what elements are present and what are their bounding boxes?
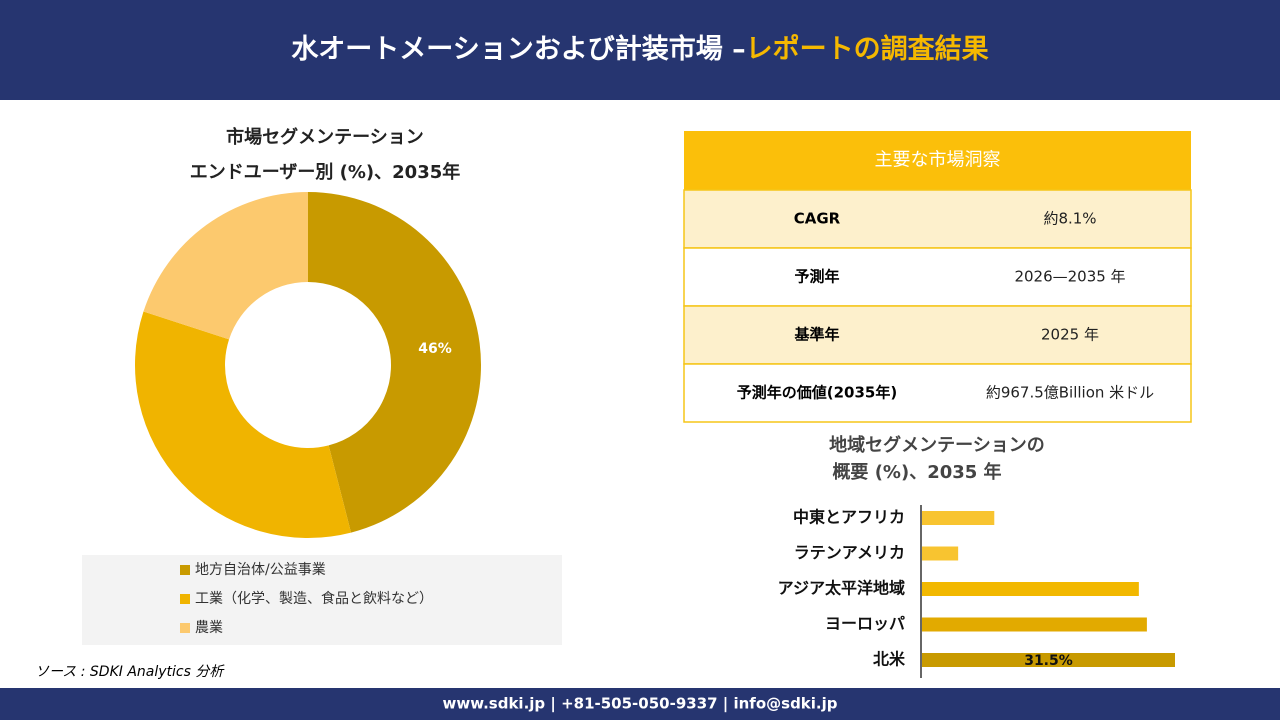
bar [922,617,1147,632]
row-value: 2025 年 [1041,326,1099,344]
footer: www.sdki.jp | +81-505-050-9337 | info@sd… [442,695,837,714]
chart-title: 地域セグメンテーションの [829,434,1045,456]
source: ソース : SDKI Analytics 分析 [35,664,225,680]
header-title: 水オートメーションおよび計装市場 –レポートの調査結果 [291,33,988,65]
chart-subtitle: エンドユーザー別 (%)、2035年 [190,161,461,183]
bar [922,511,995,525]
y-tick-label: 中東とアフリカ [793,508,905,527]
header-bar [0,0,1280,100]
table-header [684,131,1191,190]
legend-swatch [180,565,190,575]
legend-label: 地方自治体/公益事業 [195,562,326,578]
chart-title: 市場セグメンテーション [226,126,424,148]
table-title: 主要な市場洞察 [875,150,1001,171]
table-row [683,363,1192,423]
y-tick-label: ヨーロッパ [825,614,905,633]
row-label: 予測年 [794,268,839,286]
bar [922,653,1175,667]
data-label: 31.5% [1024,653,1073,669]
table-row [683,247,1192,307]
row-label: 基準年 [793,326,839,344]
title-highlight: レポートの調査結果 [746,33,989,65]
bar [922,546,959,561]
y-tick-label: アジア太平洋地域 [778,579,905,598]
chart-subtitle: 概要 (%)、2035 年 [832,461,1001,483]
donut-slice [308,192,481,533]
y-tick-label: ラテンアメリカ [794,543,905,562]
table-row [683,305,1192,365]
footer-bar [0,688,1280,720]
donut-slice [143,192,308,340]
row-label: CAGR [794,210,841,228]
donut-slice [135,311,352,538]
legend-label: 農業 [195,620,223,636]
row-value: 約967.5億Billion 米ドル [986,384,1154,402]
bar [922,582,1139,596]
legend-box [82,555,562,645]
row-value: 2026—2035 年 [1014,268,1125,286]
data-label: 46% [418,341,452,357]
title-main: 水オートメーションおよび計装市場 – [291,33,745,65]
row-label: 予測年の価値(2035年) [737,384,897,402]
y-tick-label: 北米 [873,650,906,669]
table-row [683,189,1192,249]
legend-label: 工業（化学、製造、食品と飲料など） [195,590,433,607]
legend-swatch [180,594,190,604]
legend-swatch [180,623,190,633]
row-value: 約8.1% [1043,210,1096,228]
